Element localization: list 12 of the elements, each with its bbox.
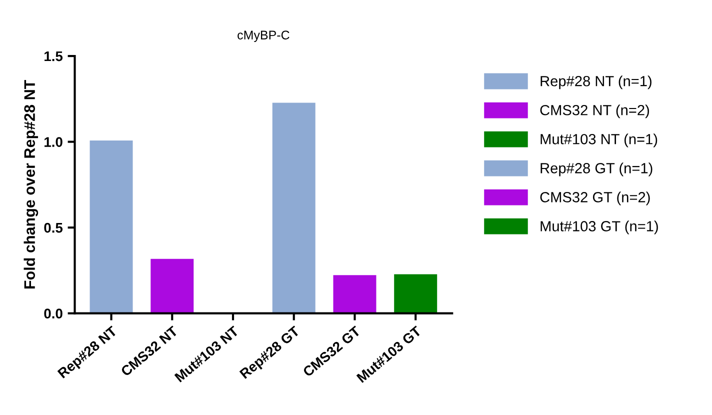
y-axis-title: Fold change over Rep#28 NT <box>24 80 38 288</box>
legend-label: CMS32 GT (n=2) <box>540 192 650 206</box>
legend-label: CMS32 NT (n=2) <box>540 104 649 118</box>
y-tick-label: 1.5 <box>44 52 63 62</box>
y-tick-label: 0.5 <box>44 222 63 233</box>
y-tick-label: 1.0 <box>44 137 62 147</box>
legend-label: Rep#28 NT (n=1) <box>540 76 652 90</box>
legend-label: Mut#103 NT (n=1) <box>540 134 658 148</box>
legend-label: Mut#103 GT (n=1) <box>540 220 658 234</box>
legend-label: Rep#28 GT (n=1) <box>540 162 652 176</box>
y-tick-label: 0.0 <box>44 308 62 318</box>
chart-title: cMyBP-C <box>238 30 290 42</box>
